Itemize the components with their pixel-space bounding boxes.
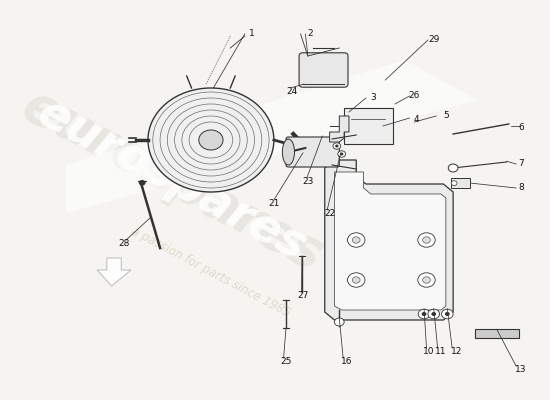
Circle shape (336, 145, 338, 147)
Text: 7: 7 (518, 160, 524, 168)
Text: eurospares: eurospares (13, 79, 332, 281)
Circle shape (418, 309, 430, 319)
Circle shape (448, 164, 458, 172)
Circle shape (442, 309, 453, 319)
Circle shape (348, 273, 365, 287)
Circle shape (422, 312, 426, 316)
Text: 11: 11 (435, 348, 447, 356)
Text: 26: 26 (409, 92, 420, 100)
Circle shape (348, 233, 365, 247)
FancyBboxPatch shape (475, 329, 519, 338)
Circle shape (431, 312, 436, 316)
Text: 25: 25 (280, 358, 292, 366)
Text: 22: 22 (324, 210, 336, 218)
Polygon shape (450, 178, 470, 188)
Text: 13: 13 (515, 366, 527, 374)
Circle shape (422, 277, 430, 283)
FancyBboxPatch shape (344, 108, 393, 144)
Text: 16: 16 (341, 358, 353, 366)
Circle shape (333, 143, 341, 149)
Circle shape (418, 273, 435, 287)
Circle shape (428, 309, 439, 319)
Text: 8: 8 (518, 184, 524, 192)
Text: 29: 29 (428, 36, 439, 44)
Text: 5: 5 (443, 112, 449, 120)
Circle shape (353, 277, 360, 283)
FancyBboxPatch shape (299, 53, 348, 87)
Polygon shape (17, 60, 477, 220)
Circle shape (353, 237, 360, 243)
Text: eurospares: eurospares (13, 79, 332, 281)
Text: 4: 4 (414, 116, 420, 124)
Circle shape (445, 312, 450, 316)
Text: 21: 21 (268, 200, 279, 208)
Text: 2: 2 (307, 30, 313, 38)
Text: 27: 27 (297, 292, 309, 300)
Circle shape (451, 181, 457, 186)
Polygon shape (324, 160, 453, 320)
Circle shape (340, 153, 343, 155)
Text: 23: 23 (302, 178, 314, 186)
Polygon shape (329, 116, 349, 142)
Polygon shape (334, 172, 446, 310)
Text: 3: 3 (370, 94, 376, 102)
Text: eurospares: eurospares (30, 90, 315, 270)
Polygon shape (97, 258, 131, 286)
Circle shape (422, 237, 430, 243)
FancyBboxPatch shape (286, 137, 339, 167)
Circle shape (148, 88, 274, 192)
Text: 1: 1 (249, 30, 255, 38)
Circle shape (199, 130, 223, 150)
Circle shape (338, 151, 345, 157)
Text: a passion for parts since 1985: a passion for parts since 1985 (129, 224, 293, 320)
Text: 24: 24 (287, 88, 298, 96)
Ellipse shape (282, 139, 294, 165)
Text: 28: 28 (118, 240, 129, 248)
Text: 12: 12 (452, 348, 463, 356)
Circle shape (418, 233, 435, 247)
Circle shape (334, 318, 344, 326)
Text: 6: 6 (518, 124, 524, 132)
Text: 10: 10 (423, 348, 434, 356)
Circle shape (139, 180, 146, 186)
